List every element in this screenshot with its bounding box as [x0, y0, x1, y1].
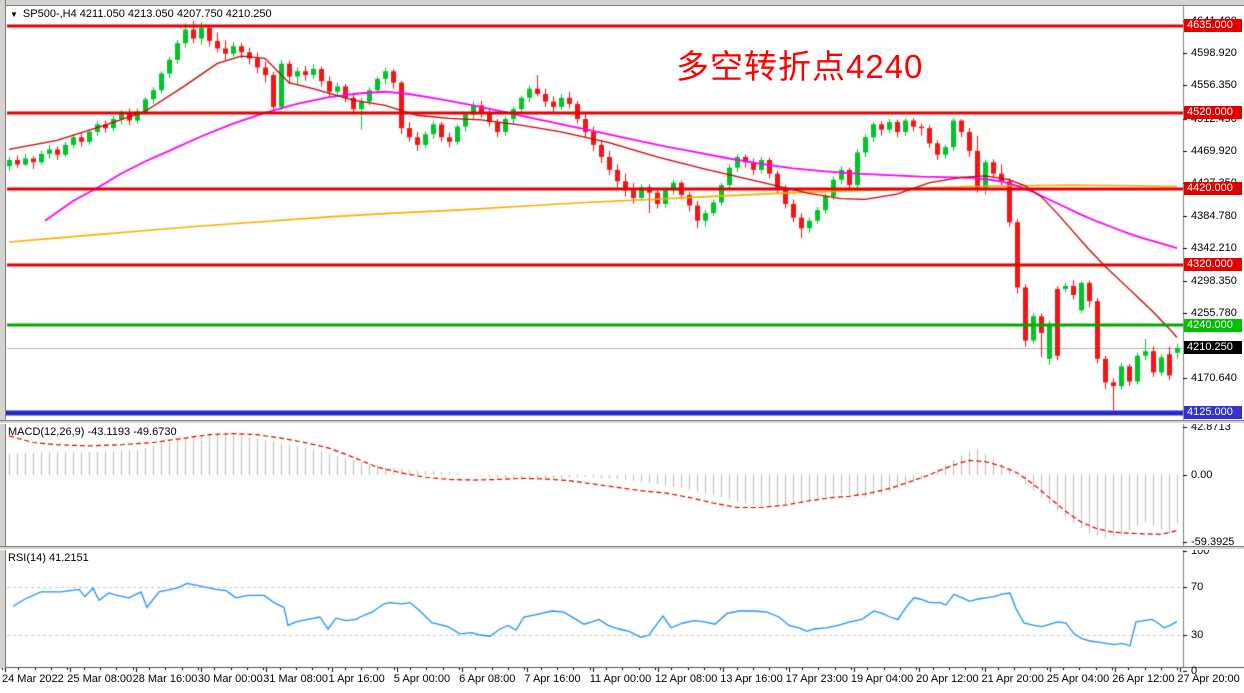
price-tick-label: 4298.350 [1191, 275, 1237, 288]
price-level-badge: 4635.000 [1184, 19, 1242, 33]
price-level-badge: 4520.000 [1184, 106, 1242, 120]
window-top-border [0, 0, 1244, 6]
rsi-tick-label: 0 [1191, 665, 1198, 677]
date-label: 25 Apr 04:00 [1046, 673, 1110, 685]
price-level-badge: 4210.250 [1184, 341, 1242, 355]
rsi-indicator-label: RSI(14) 41.2151 [8, 552, 89, 564]
date-label: 25 Mar 08:00 [67, 673, 133, 685]
date-label: 31 Mar 08:00 [263, 673, 329, 685]
price-tick-label: 4556.350 [1191, 79, 1237, 92]
price-level-badge: 4420.000 [1184, 182, 1242, 196]
chevron-down-icon[interactable]: ▼ [10, 10, 18, 19]
date-label: 24 Mar 2022 [2, 673, 64, 685]
date-label: 26 Apr 12:00 [1112, 673, 1175, 685]
price-level-badge: 4320.000 [1184, 258, 1242, 272]
pane-splitter-rsi[interactable] [0, 546, 1244, 550]
price-tick-label: 4170.640 [1191, 372, 1237, 385]
price-tick-label: 4255.780 [1191, 307, 1237, 320]
date-label: 21 Apr 20:00 [981, 673, 1044, 685]
date-label: 5 Apr 00:00 [393, 673, 451, 685]
date-label: 7 Apr 16:00 [524, 673, 581, 685]
price-tick-label: 4469.920 [1191, 144, 1237, 157]
date-label: 19 Apr 04:00 [850, 673, 914, 685]
symbol-ohlc-label: SP500-,H4 4211.050 4213.050 4207.750 421… [22, 8, 272, 20]
window-left-border [0, 0, 6, 668]
macd-tick-label: -59.3925 [1191, 535, 1235, 548]
date-label: 12 Apr 08:00 [655, 673, 718, 685]
price-level-badge: 4240.000 [1184, 318, 1242, 332]
macd-indicator-label: MACD(12,26,9) -43.1193 -49.6730 [8, 426, 177, 438]
price-tick-label: 4384.780 [1191, 209, 1237, 222]
date-label: 27 Apr 20:00 [1177, 673, 1240, 685]
symbol-title[interactable]: ▼ SP500-,H4 4211.050 4213.050 4207.750 42… [10, 8, 272, 20]
price-tick-label: 4598.920 [1191, 47, 1237, 60]
date-label: 28 Mar 16:00 [132, 673, 198, 685]
price-tick-label: 4342.210 [1191, 241, 1237, 254]
date-label: 13 Apr 16:00 [720, 673, 783, 685]
date-label: 1 Apr 16:00 [328, 673, 385, 685]
date-label: 30 Mar 00:00 [197, 673, 263, 685]
date-label: 6 Apr 08:00 [459, 673, 516, 685]
date-label: 11 Apr 00:00 [589, 673, 652, 685]
annotation-text[interactable]: 多空转折点4240 [676, 48, 924, 85]
date-label: 20 Apr 12:00 [916, 673, 979, 685]
pane-splitter-macd[interactable] [0, 420, 1244, 424]
price-level-badge: 4125.000 [1184, 406, 1242, 420]
macd-tick-label: 0.00 [1191, 469, 1213, 481]
rsi-tick-label: 70 [1191, 581, 1204, 593]
rsi-tick-label: 30 [1191, 629, 1204, 641]
date-label: 17 Apr 23:00 [785, 673, 848, 685]
